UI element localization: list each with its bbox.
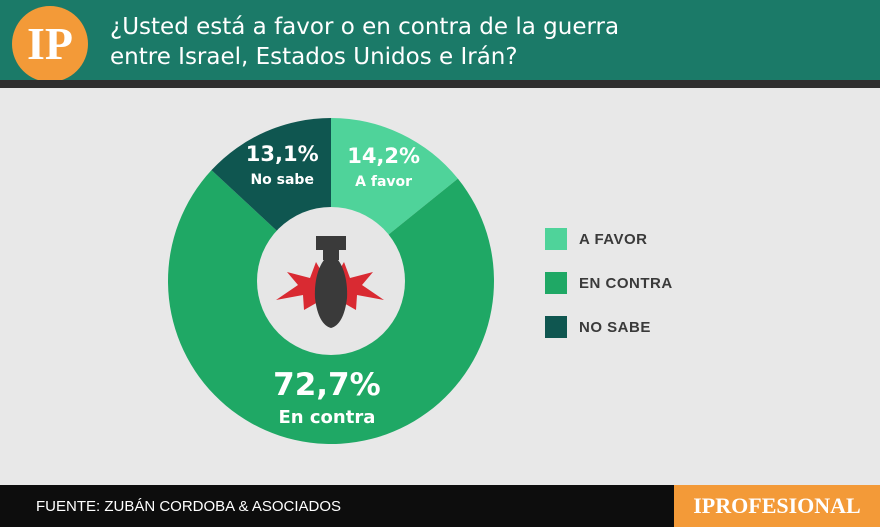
title-line-1: ¿Usted está a favor o en contra de la gu… <box>110 14 620 40</box>
title-line-2: entre Israel, Estados Unidos e Irán? <box>110 44 518 70</box>
slice-value-no-sabe: 13,1% <box>246 142 319 166</box>
footer-bar: FUENTE: ZUBÁN CORDOBA & ASOCIADOS IPROFE… <box>0 485 880 527</box>
slice-value-en-contra: 72,7% <box>273 367 381 403</box>
slice-label-no-sabe: No sabe <box>250 172 314 188</box>
source-text: FUENTE: ZUBÁN CORDOBA & ASOCIADOS <box>36 498 342 515</box>
legend-label-a-favor: A FAVOR <box>579 231 648 248</box>
slice-value-a-favor: 14,2% <box>347 144 420 168</box>
legend-swatch-en-contra <box>545 272 567 294</box>
bomb-fin <box>316 236 346 250</box>
legend-swatch-a-favor <box>545 228 567 250</box>
legend-swatch-no-sabe <box>545 316 567 338</box>
header-bar: IP ¿Usted está a favor o en contra de la… <box>0 0 880 82</box>
header-divider <box>0 80 880 88</box>
bomb-body <box>314 254 348 328</box>
page-title: ¿Usted está a favor o en contra de la gu… <box>110 12 870 72</box>
donut-chart: 14,2% A favor 72,7% En contra 13,1% No sabe <box>168 118 495 445</box>
slice-label-en-contra: En contra <box>278 407 375 428</box>
legend-label-en-contra: EN CONTRA <box>579 275 673 292</box>
brand-text: IPROFESIONAL <box>693 493 861 518</box>
logo-text: IP <box>27 18 73 69</box>
logo: IP <box>12 6 88 82</box>
slice-label-a-favor: A favor <box>355 174 412 190</box>
bomb-explosion-icon <box>276 236 384 328</box>
legend-label-no-sabe: NO SABE <box>579 319 651 336</box>
brand-logo: IPROFESIONAL <box>674 485 880 527</box>
